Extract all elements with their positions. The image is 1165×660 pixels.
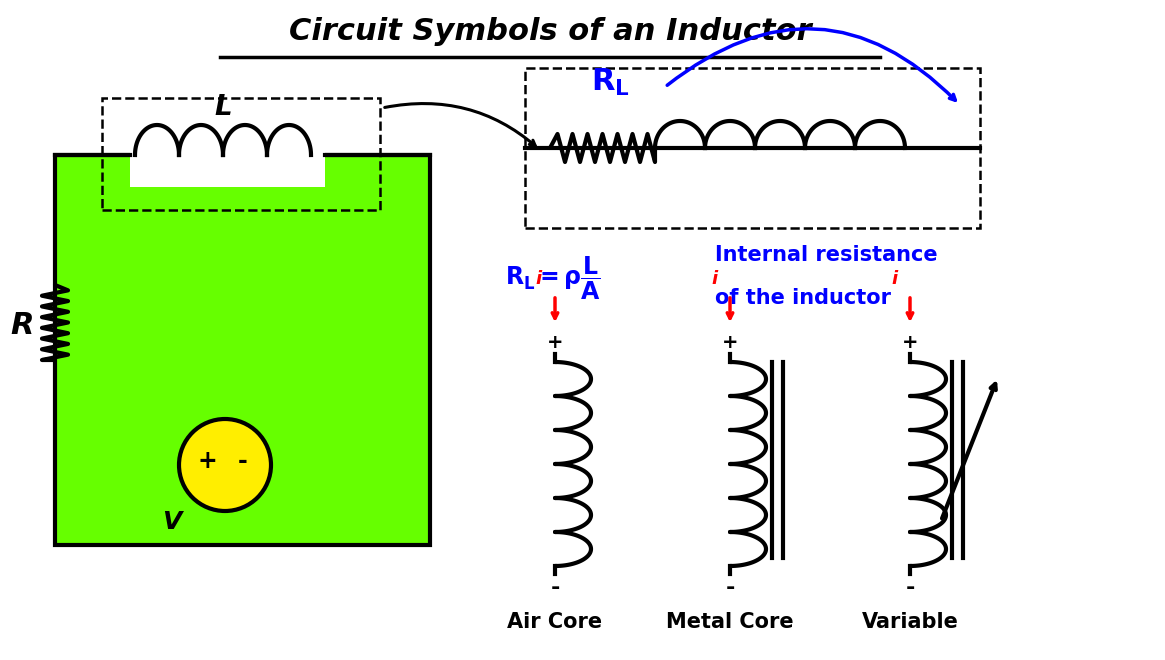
- Text: -: -: [550, 578, 559, 598]
- Text: +: +: [722, 333, 739, 352]
- Text: +: +: [902, 333, 918, 352]
- Circle shape: [179, 419, 271, 511]
- Text: Variable: Variable: [862, 612, 959, 632]
- Bar: [103, 98, 380, 210]
- Text: Metal Core: Metal Core: [666, 612, 793, 632]
- Text: i: i: [536, 270, 542, 288]
- Text: Internal resistance: Internal resistance: [715, 245, 938, 265]
- Bar: [55, 155, 430, 545]
- Text: of the inductor: of the inductor: [715, 288, 891, 308]
- Text: -: -: [726, 578, 735, 598]
- Text: i: i: [891, 270, 897, 288]
- Text: L: L: [214, 93, 232, 121]
- Text: $\mathbf{R_L}$: $\mathbf{R_L}$: [591, 67, 629, 98]
- Text: +: +: [546, 333, 563, 352]
- Text: $\mathbf{R_L{=}\rho\dfrac{L}{A}}$: $\mathbf{R_L{=}\rho\dfrac{L}{A}}$: [504, 254, 601, 302]
- Text: +: +: [197, 449, 217, 473]
- Text: i: i: [711, 270, 718, 288]
- Text: Air Core: Air Core: [508, 612, 602, 632]
- Text: R: R: [10, 310, 34, 339]
- Text: -: -: [238, 449, 248, 473]
- Text: -: -: [905, 578, 915, 598]
- Bar: [130, 145, 325, 187]
- Text: V: V: [162, 510, 182, 534]
- Bar: [525, 68, 980, 228]
- Text: Circuit Symbols of an Inductor: Circuit Symbols of an Inductor: [289, 18, 811, 46]
